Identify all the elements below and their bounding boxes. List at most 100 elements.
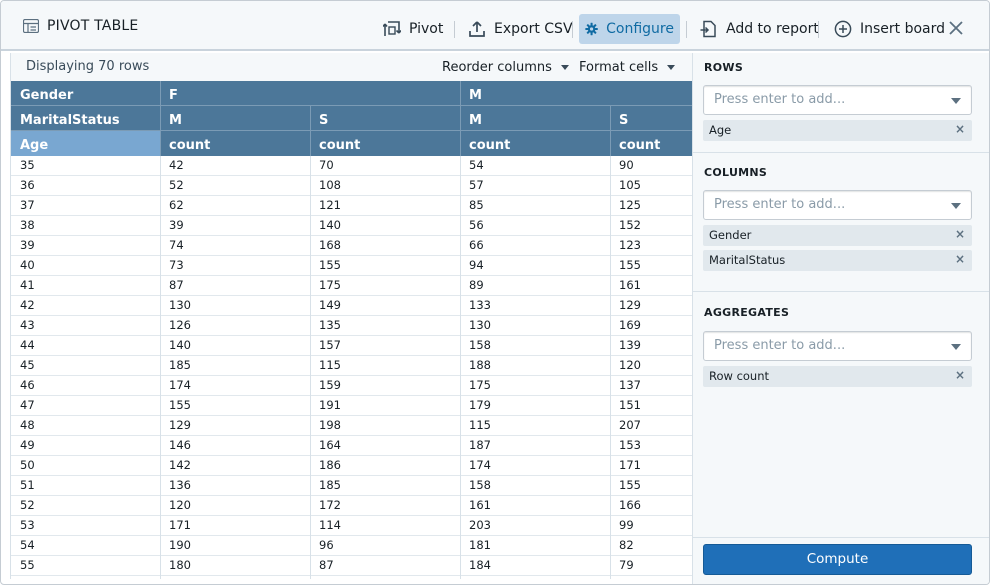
count-cell: 85: [469, 198, 484, 212]
count-cell: 159: [319, 378, 341, 392]
aggregates-placeholder: Press enter to add...: [714, 338, 846, 353]
count-cell: 130: [169, 298, 191, 312]
count-cell: 168: [319, 238, 341, 252]
reorder-columns-dropdown[interactable]: Reorder columns: [442, 60, 569, 75]
format-cells-dropdown[interactable]: Format cells: [579, 60, 676, 75]
table-row: 38 39 140 56 152: [11, 216, 692, 236]
count-cell: 96: [319, 538, 334, 552]
reorder-columns-label: Reorder columns: [442, 60, 552, 75]
column-divider: [610, 106, 611, 131]
count-cell: 198: [319, 418, 341, 432]
columns-tag: Gender ×: [703, 225, 972, 246]
count-cell: 140: [169, 338, 191, 352]
row-count-text: Displaying 70 rows: [26, 59, 150, 74]
age-cell: 44: [20, 338, 35, 352]
table-row: 44 140 157 158 139: [11, 336, 692, 356]
table-row: 49 146 164 187 153: [11, 436, 692, 456]
age-cell: 54: [20, 538, 35, 552]
count-cell: 39: [169, 218, 184, 232]
insert-board-button[interactable]: Insert board: [828, 14, 951, 44]
configure-button[interactable]: Configure: [579, 14, 680, 44]
configure-label: Configure: [606, 21, 674, 37]
aggregates-select[interactable]: Press enter to add...: [703, 331, 972, 361]
columns-select[interactable]: Press enter to add...: [703, 190, 972, 220]
insert-board-label: Insert board: [860, 21, 946, 37]
remove-tag-icon[interactable]: ×: [954, 252, 965, 266]
table-row: 47 155 191 179 151: [11, 396, 692, 416]
age-cell: 41: [20, 278, 35, 292]
remove-tag-icon[interactable]: ×: [954, 368, 965, 382]
add-to-report-icon: [700, 20, 716, 38]
pivot-table: Displaying 70 rows Reorder columns Forma…: [10, 53, 692, 579]
remove-tag-icon[interactable]: ×: [954, 122, 965, 136]
table-row: 46 174 159 175 137: [11, 376, 692, 396]
count-cell: 175: [469, 378, 491, 392]
count-cell: 99: [619, 518, 634, 532]
tag-label: MaritalStatus: [709, 253, 786, 267]
count-cell: 115: [319, 358, 341, 372]
chevron-down-icon: [951, 98, 961, 104]
table-row: 42 130 149 133 129: [11, 296, 692, 316]
age-cell: 51: [20, 478, 35, 492]
tag-label: Age: [709, 123, 732, 137]
count-cell: 185: [319, 478, 341, 492]
age-cell: 36: [20, 178, 35, 192]
age-cell: 39: [20, 238, 35, 252]
count-cell: 157: [319, 338, 341, 352]
compute-button[interactable]: Compute: [703, 544, 972, 575]
count-cell: 190: [169, 538, 191, 552]
count-cell: 179: [469, 398, 491, 412]
count-cell: 73: [169, 258, 184, 272]
count-cell: 82: [619, 538, 634, 552]
age-column-header[interactable]: [11, 131, 160, 156]
count-cell: 105: [619, 178, 641, 192]
remove-tag-icon[interactable]: ×: [954, 227, 965, 241]
measure-header-row: Age count count count count: [11, 131, 692, 156]
count-cell: 74: [169, 238, 184, 252]
tag-label: Gender: [709, 228, 752, 242]
count-cell: 120: [169, 498, 191, 512]
section-divider: [693, 291, 989, 292]
gender-label: Gender: [20, 88, 74, 103]
table-row: 48 129 198 115 207: [11, 416, 692, 436]
age-cell: 55: [20, 558, 35, 572]
count-cell: 175: [319, 278, 341, 292]
gear-icon: [585, 22, 598, 36]
count-cell: 125: [619, 198, 641, 212]
column-divider: [460, 156, 461, 579]
count-cell: 62: [169, 198, 184, 212]
age-cell: 50: [20, 458, 35, 472]
measure-label: count: [169, 138, 211, 153]
count-cell: 130: [469, 318, 491, 332]
count-cell: 42: [169, 158, 184, 172]
add-to-report-button[interactable]: Add to report: [694, 14, 825, 44]
gender-value-m: M: [469, 88, 482, 103]
count-cell: 70: [319, 158, 334, 172]
configure-panel: ROWS Press enter to add... Age × COLUMNS…: [692, 53, 989, 584]
format-cells-label: Format cells: [579, 60, 659, 75]
marital-value: S: [619, 113, 629, 128]
column-divider: [460, 131, 461, 156]
count-cell: 87: [169, 278, 184, 292]
count-cell: 169: [619, 318, 641, 332]
count-cell: 142: [169, 458, 191, 472]
count-cell: 203: [469, 518, 491, 532]
pivot-icon: [383, 21, 401, 36]
export-icon: [469, 21, 485, 37]
table-row: 35 42 70 54 90: [11, 156, 692, 176]
column-divider: [160, 156, 161, 579]
gender-header-row: Gender F M: [11, 81, 692, 106]
pivot-button[interactable]: Pivot: [377, 14, 449, 44]
count-cell: 149: [319, 298, 341, 312]
age-cell: 47: [20, 398, 35, 412]
aggregates-tag: Row count ×: [703, 366, 972, 387]
rows-select[interactable]: Press enter to add...: [703, 85, 972, 115]
column-divider: [310, 131, 311, 156]
count-cell: 161: [469, 498, 491, 512]
marital-value: S: [319, 113, 329, 128]
column-divider: [160, 106, 161, 131]
close-icon[interactable]: [947, 19, 965, 37]
column-divider: [160, 81, 161, 106]
export-csv-button[interactable]: Export CSV: [462, 14, 579, 44]
table-row: 55 180 87 184 79: [11, 556, 692, 576]
